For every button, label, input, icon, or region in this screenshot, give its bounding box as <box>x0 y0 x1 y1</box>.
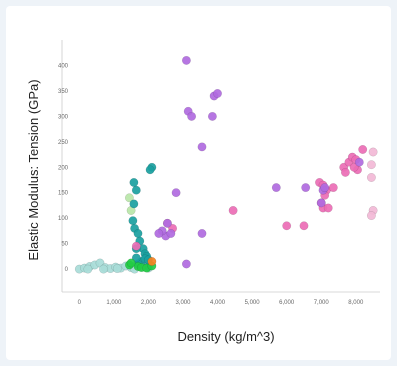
y-tick-label: 150 <box>58 191 69 197</box>
data-point[interactable] <box>126 258 136 268</box>
y-tick-label: 50 <box>61 242 68 248</box>
data-point[interactable] <box>282 221 292 231</box>
data-point[interactable] <box>147 257 157 266</box>
data-point[interactable] <box>131 185 141 195</box>
data-point[interactable] <box>340 167 350 177</box>
x-tick-label: 6,000 <box>279 300 295 306</box>
y-tick-label: 250 <box>58 140 69 146</box>
x-tick-label: 3,000 <box>175 300 191 306</box>
data-point[interactable] <box>358 145 368 154</box>
data-point[interactable] <box>328 183 338 193</box>
data-point[interactable] <box>112 264 122 274</box>
data-point[interactable] <box>162 218 172 228</box>
data-point[interactable] <box>197 229 207 238</box>
data-point[interactable] <box>301 183 311 193</box>
data-point[interactable] <box>320 183 330 193</box>
data-point[interactable] <box>128 216 138 226</box>
data-point[interactable] <box>366 211 376 221</box>
y-tick-label: 100 <box>58 216 69 222</box>
data-points <box>74 55 378 274</box>
data-point[interactable] <box>207 111 217 121</box>
data-point[interactable] <box>368 147 378 157</box>
data-point[interactable] <box>354 157 364 167</box>
data-point[interactable] <box>131 241 141 251</box>
x-tick-label: 4,000 <box>210 300 226 306</box>
chart-card <box>6 6 391 360</box>
data-point[interactable] <box>366 173 376 182</box>
x-tick-label: 5,000 <box>245 300 261 306</box>
x-axis-title: Density (kg/m^3) <box>177 329 274 344</box>
x-tick-label: 7,000 <box>314 300 330 306</box>
data-point[interactable] <box>129 178 139 187</box>
data-point[interactable] <box>323 203 333 213</box>
data-point[interactable] <box>124 193 134 203</box>
data-point[interactable] <box>316 198 326 208</box>
data-point[interactable] <box>133 229 143 238</box>
y-tick-label: 0 <box>65 267 69 273</box>
x-tick-label: 2,000 <box>141 300 157 306</box>
data-point[interactable] <box>83 264 93 274</box>
data-point[interactable] <box>271 183 281 193</box>
x-tick-label: 8,000 <box>348 300 364 306</box>
data-point[interactable] <box>131 253 141 263</box>
data-point[interactable] <box>166 229 176 238</box>
y-axis-title: Elastic Modulus: Tension (GPa) <box>26 79 41 260</box>
data-point[interactable] <box>171 188 181 198</box>
data-point[interactable] <box>145 165 155 175</box>
axis-ticks: 0 1,000 2,000 3,000 4,000 5,000 6,000 7,000 8,00… <box>58 63 364 306</box>
data-point[interactable] <box>213 89 222 98</box>
data-point[interactable] <box>129 199 139 209</box>
y-tick-label: 200 <box>58 165 69 171</box>
x-tick-label: 0 <box>78 300 82 306</box>
data-point[interactable] <box>187 111 197 121</box>
x-tick-label: 1,000 <box>106 300 122 306</box>
data-point[interactable] <box>181 259 191 269</box>
data-point[interactable] <box>299 221 309 231</box>
data-point[interactable] <box>366 160 376 170</box>
y-tick-label: 400 <box>58 63 69 69</box>
data-point[interactable] <box>228 206 238 215</box>
data-point[interactable] <box>197 142 207 152</box>
data-point[interactable] <box>154 229 164 238</box>
y-tick-label: 350 <box>58 89 69 95</box>
data-point[interactable] <box>181 55 191 65</box>
y-tick-label: 300 <box>58 114 69 120</box>
data-point[interactable] <box>349 162 359 172</box>
data-point[interactable] <box>99 264 108 274</box>
